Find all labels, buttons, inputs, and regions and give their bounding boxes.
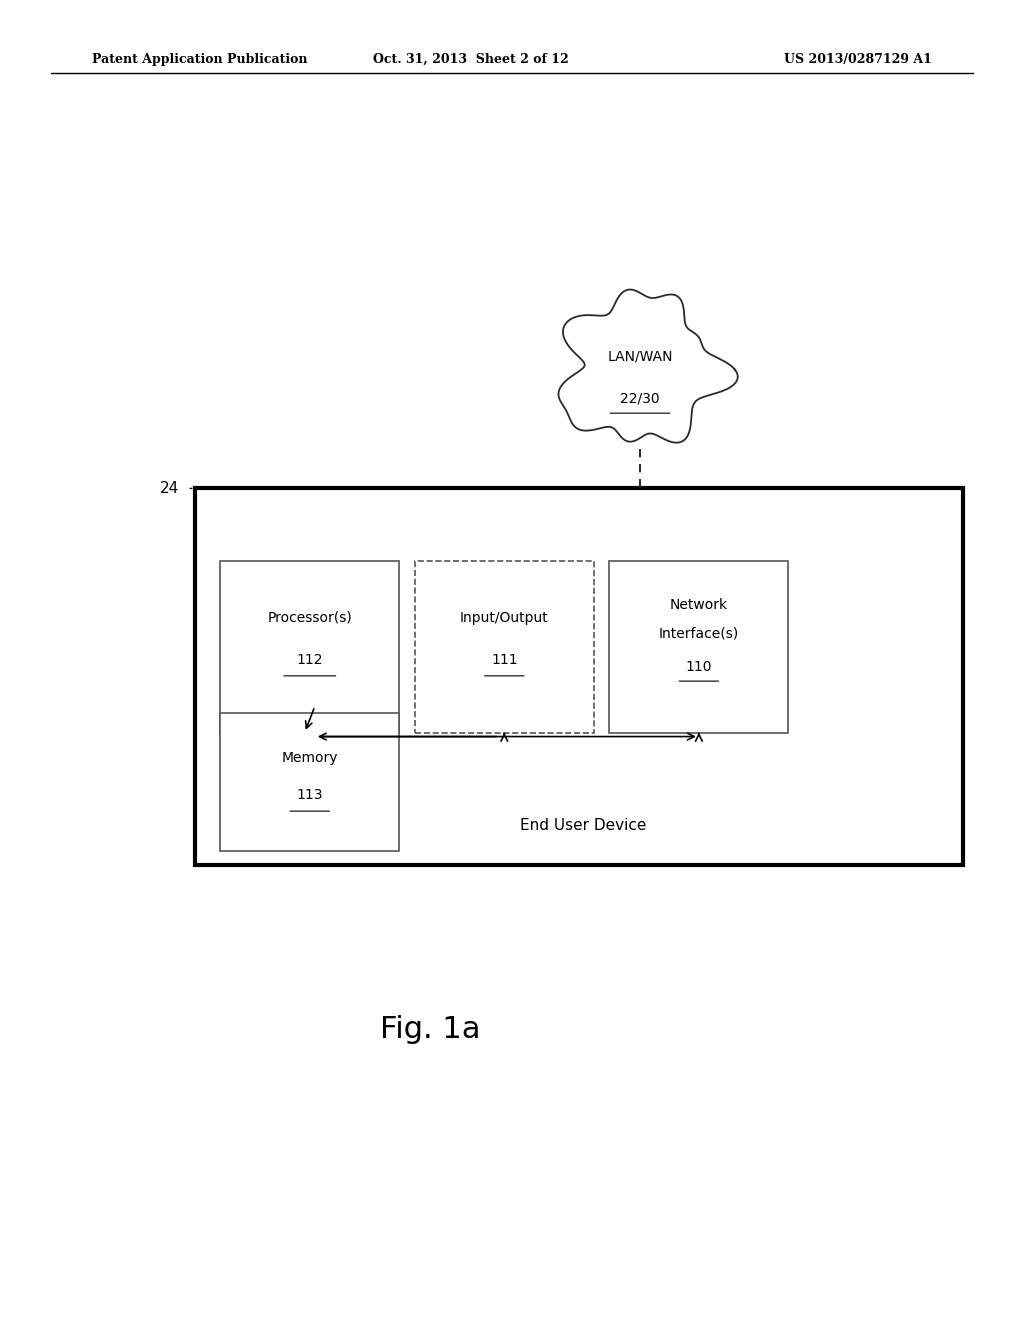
Text: Fig. 1a: Fig. 1a: [380, 1015, 480, 1044]
Text: 110: 110: [686, 660, 712, 673]
Text: Network: Network: [670, 598, 728, 611]
Text: Patent Application Publication: Patent Application Publication: [92, 53, 307, 66]
Text: 113: 113: [297, 788, 323, 803]
FancyBboxPatch shape: [220, 713, 399, 851]
Text: End User Device: End User Device: [520, 817, 647, 833]
Text: Memory: Memory: [282, 751, 338, 766]
FancyBboxPatch shape: [220, 561, 399, 733]
Text: LAN/WAN: LAN/WAN: [337, 598, 390, 609]
Text: 22/30: 22/30: [621, 392, 659, 405]
Text: 22/30: 22/30: [347, 632, 380, 643]
FancyBboxPatch shape: [195, 488, 963, 865]
Text: Processor(s): Processor(s): [267, 611, 352, 624]
FancyBboxPatch shape: [415, 561, 594, 733]
Text: 112: 112: [297, 653, 323, 667]
Text: 24: 24: [160, 480, 179, 496]
Text: US 2013/0287129 A1: US 2013/0287129 A1: [784, 53, 932, 66]
Text: 111: 111: [490, 653, 518, 667]
FancyBboxPatch shape: [609, 561, 788, 733]
Text: Oct. 31, 2013  Sheet 2 of 12: Oct. 31, 2013 Sheet 2 of 12: [373, 53, 569, 66]
Text: Input/Output: Input/Output: [460, 611, 549, 624]
Text: LAN/WAN: LAN/WAN: [607, 350, 673, 363]
Text: Interface(s): Interface(s): [658, 627, 739, 640]
